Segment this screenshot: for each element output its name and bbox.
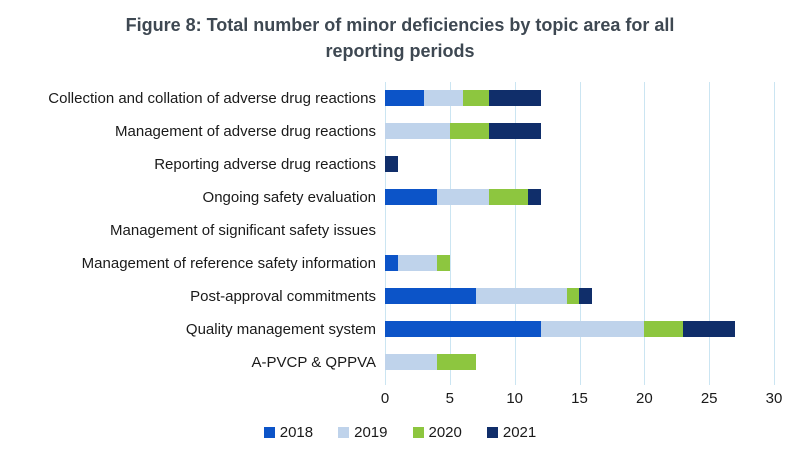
bar-row (385, 115, 774, 148)
stacked-bar (385, 189, 774, 205)
bar-row (385, 148, 774, 181)
bar-segment-2019 (475, 288, 567, 304)
legend-item-2018: 2018 (263, 424, 314, 441)
stacked-bar (385, 255, 774, 271)
bar-segment-2021 (579, 288, 593, 304)
bar-segment-2021 (527, 189, 541, 205)
bar-segment-2018 (385, 90, 424, 106)
category-axis: Collection and collation of adverse drug… (0, 82, 376, 379)
bar-segment-2021 (488, 123, 541, 139)
bar-row (385, 280, 774, 313)
bar-row (385, 214, 774, 247)
category-label: Quality management system (185, 321, 376, 338)
bar-segment-2018 (385, 255, 398, 271)
gridline (514, 82, 516, 379)
tick-mark (774, 379, 775, 385)
legend-item-2020: 2020 (412, 424, 462, 441)
bar-segment-2020 (449, 123, 489, 139)
category-label: Management of reference safety informati… (81, 255, 376, 272)
tick-label: 10 (506, 390, 523, 407)
bar-segment-2018 (385, 288, 476, 304)
stacked-bar (385, 156, 774, 172)
bar-row (385, 181, 774, 214)
gridline (385, 82, 386, 379)
gridline (644, 82, 646, 379)
category-label: Post-approval commitments (190, 288, 376, 305)
legend-swatch-2020 (412, 427, 424, 438)
bar-segment-2018 (385, 189, 437, 205)
tick-label: 25 (700, 390, 718, 407)
legend-swatch-2021 (486, 427, 498, 438)
gridline (449, 82, 451, 379)
stacked-bar (385, 288, 774, 304)
bar-row (385, 82, 774, 115)
stacked-bar (385, 321, 774, 337)
bar-segment-2020 (566, 288, 580, 304)
legend-label: 2019 (354, 424, 388, 441)
bar-segment-2019 (423, 90, 463, 106)
bar-segment-2021 (385, 156, 398, 172)
legend-label: 2021 (502, 424, 537, 441)
tick-mark (385, 379, 386, 385)
plot-area (385, 82, 775, 379)
tick-label: 30 (765, 390, 783, 407)
legend: 2018 2019 2020 2021 (0, 424, 800, 441)
tick-mark (579, 379, 581, 385)
tick-label: 20 (635, 390, 653, 407)
bar-segment-2019 (436, 189, 489, 205)
bar-segment-2019 (397, 255, 437, 271)
category-label: Collection and collation of adverse drug… (48, 90, 376, 107)
stacked-bar (385, 354, 774, 370)
legend-label: 2018 (279, 424, 314, 441)
legend-item-2019: 2019 (338, 424, 388, 441)
bar-segment-2021 (488, 90, 541, 106)
category-label: Ongoing safety evaluation (202, 189, 376, 206)
bar-segment-2020 (436, 354, 476, 370)
stacked-bar (385, 123, 774, 139)
bar-segment-2020 (436, 255, 450, 271)
category-label: Reporting adverse drug reactions (154, 156, 376, 173)
x-axis: 0 5 10 15 20 25 30 (381, 379, 782, 413)
stacked-bar (385, 222, 774, 238)
legend-swatch-2018 (263, 427, 275, 438)
bar-segment-2019 (385, 123, 450, 139)
bar-segment-2019 (385, 354, 437, 370)
tick-label: 15 (571, 390, 588, 407)
bar-segment-2020 (488, 189, 528, 205)
legend-item-2021: 2021 (486, 424, 537, 441)
bar-segment-2018 (385, 321, 541, 337)
bar-row (385, 247, 774, 280)
bar-segment-2021 (683, 321, 736, 337)
category-label: Management of significant safety issues (110, 222, 376, 239)
bar-segment-2020 (644, 321, 684, 337)
category-label: Management of adverse drug reactions (115, 123, 376, 140)
stacked-bar (385, 90, 774, 106)
gridline (774, 82, 775, 379)
tick-mark (449, 379, 451, 385)
bar-segment-2020 (462, 90, 489, 106)
gridline (709, 82, 711, 379)
bar-row (385, 346, 774, 379)
chart-title: Figure 8: Total number of minor deficien… (125, 15, 675, 61)
tick-mark (644, 379, 646, 385)
legend-swatch-2019 (338, 427, 350, 438)
tick-label: 0 (380, 390, 390, 407)
legend-label: 2020 (428, 424, 462, 441)
gridline (579, 82, 581, 379)
category-label: A-PVCP & QPPVA (251, 354, 377, 371)
bar-segment-2019 (540, 321, 645, 337)
tick-label: 5 (445, 390, 454, 407)
tick-mark (709, 379, 711, 385)
bar-row (385, 313, 774, 346)
tick-mark (514, 379, 516, 385)
